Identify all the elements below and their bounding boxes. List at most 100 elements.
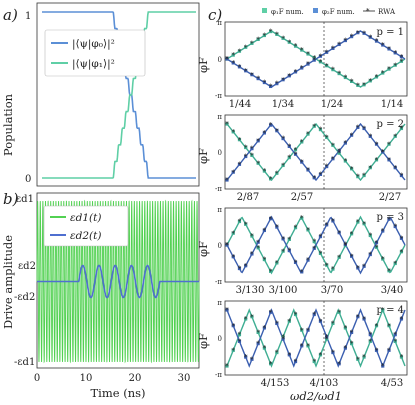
phi1-point xyxy=(343,75,347,80)
subplot-p4-xtick-2: 4/53 xyxy=(381,378,403,389)
rwa-point: * xyxy=(400,316,404,324)
rwa-point: * xyxy=(319,233,323,241)
phi2-point xyxy=(312,312,316,317)
phi2-point xyxy=(293,359,298,364)
rwa-point: * xyxy=(331,218,335,226)
phi1-point xyxy=(262,257,266,262)
phi2-point xyxy=(325,335,329,339)
phi1-point xyxy=(262,33,266,38)
rwa-point: * xyxy=(375,347,379,355)
phi1-point xyxy=(312,56,316,60)
rwa-point: * xyxy=(369,251,373,259)
rwa-point: * xyxy=(288,351,292,359)
rwa-point: * xyxy=(294,68,298,76)
rwa-point: * xyxy=(344,241,348,249)
rwa-point: * xyxy=(344,140,348,148)
rwa-point: * xyxy=(381,42,385,50)
phi1-point xyxy=(231,53,235,57)
subplot-p1-ytick-0: 0 xyxy=(218,56,222,64)
rwa-point: * xyxy=(225,242,229,250)
legend-label-rwa: RWA xyxy=(378,8,396,16)
phi2-point xyxy=(244,154,248,159)
phi1-point xyxy=(225,364,229,368)
rwa-point: * xyxy=(362,125,366,133)
phi2-point xyxy=(250,252,254,256)
phi1-point xyxy=(387,269,391,273)
phi2-point xyxy=(399,236,404,240)
phi1-point xyxy=(381,71,385,75)
rwa-point: * xyxy=(300,215,304,223)
panel-b-xtick-0: 0 xyxy=(34,373,40,384)
phi2-point xyxy=(381,364,385,368)
rwa-point: * xyxy=(325,62,329,70)
rwa-point: * xyxy=(337,229,341,237)
rwa-point: * xyxy=(275,224,279,232)
phi2-point xyxy=(399,317,404,321)
phi1-point xyxy=(306,132,310,136)
rwa-point: * xyxy=(269,28,273,36)
rwa-point: * xyxy=(269,268,273,276)
rwa-point: * xyxy=(250,356,254,364)
phi1-point xyxy=(237,333,242,337)
phi2-point xyxy=(225,57,229,61)
phi2-point xyxy=(318,235,323,239)
panel-a-frame xyxy=(36,2,200,187)
phi2-point xyxy=(300,270,304,274)
rwa-point: * xyxy=(319,58,323,66)
phi1-point xyxy=(393,134,397,138)
phi1-point xyxy=(399,126,404,131)
phi2-point xyxy=(362,264,366,268)
rwa-point: * xyxy=(250,145,254,153)
subplot-p1-xtick-2: 1/24 xyxy=(321,99,343,110)
phi1-point xyxy=(325,263,329,267)
phi1-point xyxy=(325,135,329,140)
phi2-point xyxy=(269,84,273,89)
rwa-point: * xyxy=(344,37,348,45)
rwa-point: * xyxy=(393,49,397,57)
series-phi1-curve xyxy=(226,308,406,368)
phi2-point xyxy=(231,324,235,328)
rwa-point: * xyxy=(231,347,235,355)
phi2-point xyxy=(393,51,397,55)
phi2-point xyxy=(250,357,254,361)
phi1-point xyxy=(256,330,260,334)
rwa-point: * xyxy=(288,154,292,162)
phi1-point xyxy=(269,362,273,366)
phi2-point xyxy=(275,321,279,326)
phi2-point xyxy=(275,225,279,229)
rwa-point: * xyxy=(294,151,298,159)
rwa-point: * xyxy=(356,356,360,364)
rwa-point: * xyxy=(362,354,366,362)
phi1-point xyxy=(256,246,260,250)
phi1-point xyxy=(244,222,248,226)
phi2-point xyxy=(399,55,404,59)
rwa-point: * xyxy=(337,41,341,49)
phi1-point xyxy=(306,52,310,56)
phi2-point xyxy=(281,337,285,341)
rwa-point: * xyxy=(387,347,391,355)
phi2-point xyxy=(356,125,360,129)
phi1-point xyxy=(362,222,366,226)
subplot-p2-ytick-pi: π xyxy=(217,113,222,121)
phi2-point xyxy=(343,242,347,247)
subplot-p1-ytick-pi: π xyxy=(217,19,222,27)
rwa-point: * xyxy=(256,329,260,337)
phi1-point xyxy=(262,346,266,350)
phi1-point xyxy=(256,161,260,165)
subplot-p3-ytick-0: 0 xyxy=(218,242,222,250)
rwa-point: * xyxy=(300,139,304,147)
rwa-point: * xyxy=(337,150,341,158)
phi2-point xyxy=(312,176,316,180)
phi2-point xyxy=(343,141,347,145)
phi2-point xyxy=(275,129,279,133)
phi1-point xyxy=(362,173,366,178)
panel-b-ytick-ed1: εd1 xyxy=(16,194,34,205)
phi2-point xyxy=(306,168,310,172)
panel-a-legend-box xyxy=(44,29,146,77)
rwa-point: * xyxy=(362,316,366,324)
phi2-point xyxy=(325,164,329,169)
legend-label-phi1-num: φ₁F num. xyxy=(271,8,304,16)
phi2-point xyxy=(300,160,304,164)
rwa-point: * xyxy=(294,259,298,267)
rwa-point: * xyxy=(331,142,335,150)
